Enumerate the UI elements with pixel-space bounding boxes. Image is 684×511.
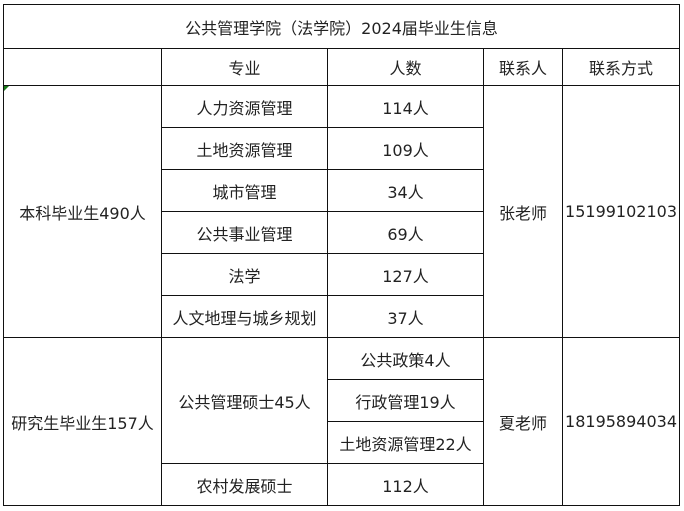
major-cell: 人文地理与城乡规划 (161, 295, 328, 338)
count-cell: 109人 (327, 127, 484, 170)
undergrad-phone: 15199102103 (561, 85, 681, 338)
rural-major: 农村发展硕士 (161, 463, 328, 506)
major-cell: 城市管理 (161, 169, 328, 212)
mpa-sub: 行政管理19人 (327, 379, 484, 422)
count-cell: 37人 (327, 295, 484, 338)
mpa-major: 公共管理硕士45人 (161, 337, 328, 464)
major-cell: 公共事业管理 (161, 211, 328, 254)
header-major: 专业 (161, 48, 328, 86)
graduate-info-table: 公共管理学院（法学院）2024届毕业生信息 专业 人数 联系人 联系方式 本科毕… (2, 4, 681, 506)
major-cell: 法学 (161, 253, 328, 296)
header-phone: 联系方式 (561, 48, 681, 86)
header-blank (3, 48, 162, 86)
undergrad-contact: 张老师 (483, 85, 563, 338)
count-cell: 34人 (327, 169, 484, 212)
rural-count: 112人 (327, 463, 484, 506)
count-cell: 114人 (327, 85, 484, 128)
graduate-phone: 18195894034 (561, 337, 681, 506)
count-cell: 69人 (327, 211, 484, 254)
header-contact: 联系人 (483, 48, 563, 86)
count-cell: 127人 (327, 253, 484, 296)
mpa-sub: 土地资源管理22人 (327, 421, 484, 464)
major-cell: 土地资源管理 (161, 127, 328, 170)
graduate-contact: 夏老师 (483, 337, 563, 506)
graduate-label: 研究生毕业生157人 (3, 337, 162, 506)
mpa-sub: 公共政策4人 (327, 337, 484, 380)
undergrad-label: 本科毕业生490人 (3, 85, 162, 338)
table-title: 公共管理学院（法学院）2024届毕业生信息 (2, 4, 681, 49)
header-count: 人数 (327, 48, 484, 86)
major-cell: 人力资源管理 (161, 85, 328, 128)
